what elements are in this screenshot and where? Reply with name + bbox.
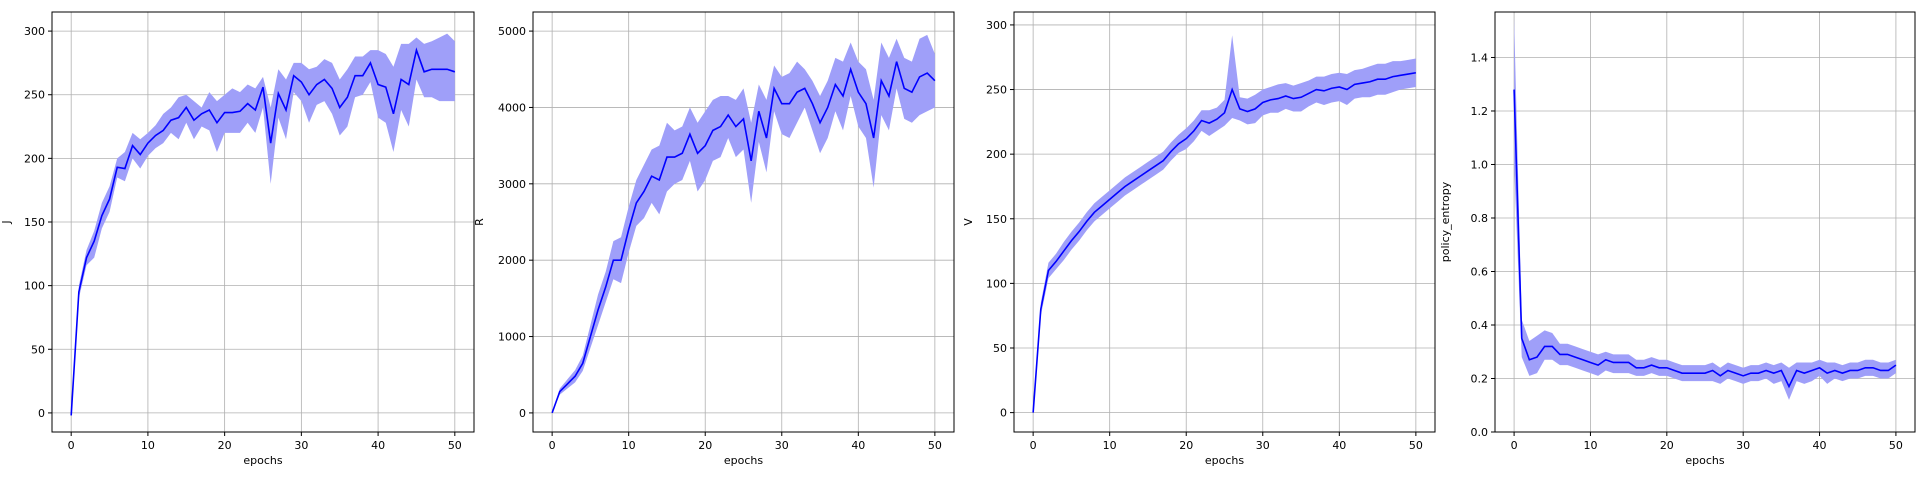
y-axis-label: R	[473, 218, 486, 226]
y-tick-label: 0.8	[1471, 212, 1489, 225]
x-tick-label: 50	[928, 439, 942, 452]
plot-frame	[1013, 11, 1436, 433]
y-tick-label: 200	[986, 148, 1007, 161]
x-tick-label: 30	[775, 439, 789, 452]
y-tick-label: 150	[24, 216, 45, 229]
confidence-band	[1514, 17, 1896, 400]
x-tick-label: 50	[448, 439, 462, 452]
x-axis-label: epochs	[1205, 454, 1244, 467]
plot-frame	[1494, 11, 1916, 433]
confidence-band	[552, 34, 935, 413]
y-tick-label: 250	[986, 84, 1007, 97]
x-axis-label: epochs	[724, 454, 763, 467]
x-tick-label: 0	[1030, 439, 1037, 452]
x-tick-label: 0	[68, 439, 75, 452]
x-tick-label: 10	[622, 439, 636, 452]
x-tick-label: 10	[141, 439, 155, 452]
x-tick-label: 0	[549, 439, 556, 452]
x-tick-label: 40	[851, 439, 865, 452]
x-tick-label: 20	[698, 439, 712, 452]
y-tick-label: 0.4	[1471, 319, 1489, 332]
y-tick-label: 1.4	[1471, 51, 1489, 64]
chart-panel-1: 0 10 20 30 40 50 0 1000 2000 3000 4000 5000 epochs R	[473, 11, 955, 467]
y-tick-label: 5000	[498, 25, 526, 38]
y-tick-label: 2000	[498, 254, 526, 267]
plot-frame	[532, 11, 955, 433]
series-line-mean	[1032, 71, 1416, 413]
x-tick-label: 0	[1511, 439, 1518, 452]
x-axis-label: epochs	[1685, 454, 1724, 467]
y-tick-label: 4000	[498, 101, 526, 114]
y-tick-label: 0.0	[1471, 426, 1489, 439]
x-tick-label: 30	[294, 439, 308, 452]
y-tick-label: 300	[986, 19, 1007, 32]
x-tick-label: 20	[1660, 439, 1674, 452]
y-tick-label: 0	[38, 407, 45, 420]
series-line-mean	[551, 61, 936, 414]
y-tick-label: 50	[31, 343, 45, 356]
y-axis-label: J	[0, 220, 13, 224]
confidence-band	[1033, 35, 1416, 413]
x-tick-label: 10	[1583, 439, 1597, 452]
y-axis-label: V	[962, 218, 975, 226]
y-tick-label: 0	[519, 407, 526, 420]
chart-panel-0: 0 10 20 30 40 50 0 50 100 150 200 250 300 epochs J	[0, 11, 475, 467]
x-tick-label: 10	[1103, 439, 1117, 452]
y-tick-label: 100	[24, 280, 45, 293]
y-tick-label: 0.2	[1471, 372, 1489, 385]
x-tick-label: 20	[1179, 439, 1193, 452]
y-tick-label: 150	[986, 213, 1007, 226]
y-tick-label: 3000	[498, 178, 526, 191]
y-tick-label: 200	[24, 152, 45, 165]
y-tick-label: 1.0	[1471, 158, 1489, 171]
y-tick-label: 0	[1000, 407, 1007, 420]
x-tick-label: 50	[1409, 439, 1423, 452]
chart-panel-3: 0 10 20 30 40 50 0.0 0.2 0.4 0.6 0.8 1.0 1.2 1.4 epoch…	[1439, 11, 1916, 467]
x-tick-label: 30	[1256, 439, 1270, 452]
y-tick-label: 100	[986, 277, 1007, 290]
y-tick-label: 0.6	[1471, 265, 1489, 278]
confidence-band	[71, 33, 455, 416]
x-tick-label: 40	[1813, 439, 1827, 452]
x-tick-label: 40	[1332, 439, 1346, 452]
y-tick-label: 1000	[498, 331, 526, 344]
chart-panel-2: 0 10 20 30 40 50 0 50 100 150 200 250 300 epochs V	[962, 11, 1436, 467]
y-tick-label: 300	[24, 25, 45, 38]
y-tick-label: 50	[993, 342, 1007, 355]
x-tick-label: 30	[1736, 439, 1750, 452]
series-line-mean	[1513, 89, 1897, 389]
series-line-mean	[70, 47, 456, 416]
x-axis-label: epochs	[243, 454, 282, 467]
y-axis-label: policy_entropy	[1439, 181, 1452, 262]
y-tick-label: 1.2	[1471, 105, 1489, 118]
x-tick-label: 40	[371, 439, 385, 452]
y-tick-label: 250	[24, 89, 45, 102]
x-tick-label: 20	[218, 439, 232, 452]
x-tick-label: 50	[1889, 439, 1903, 452]
